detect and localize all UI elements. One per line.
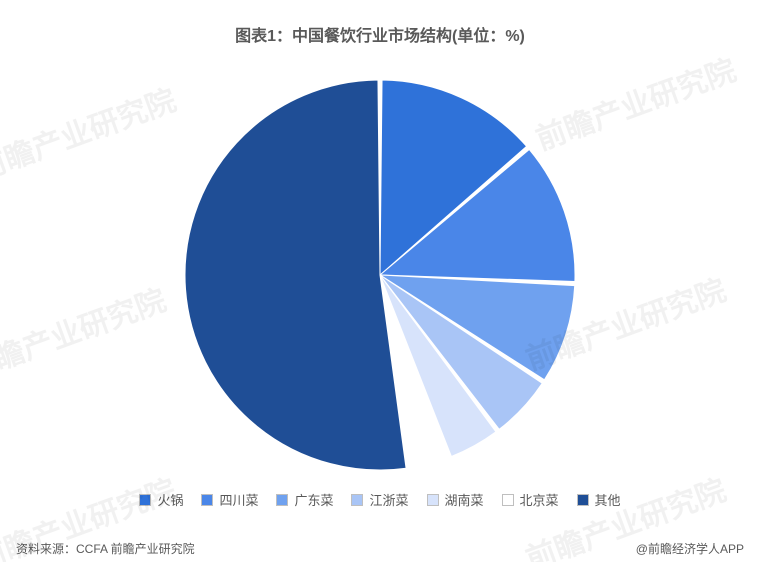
- legend-swatch-icon: [502, 494, 514, 506]
- legend-label: 四川菜: [219, 490, 258, 509]
- chart-container: 图表1：中国餐饮行业市场结构(单位：%) 火锅 四川菜 广东菜 江浙菜 湖南菜 北京菜 其他…: [0, 0, 760, 562]
- legend-swatch-icon: [351, 494, 363, 506]
- pie-chart: [180, 75, 580, 475]
- legend-swatch-icon: [276, 494, 288, 506]
- legend-swatch-icon: [139, 494, 151, 506]
- legend-label: 湖南菜: [445, 490, 484, 509]
- legend: 火锅 四川菜 广东菜 江浙菜 湖南菜 北京菜 其他: [0, 490, 760, 509]
- legend-label: 江浙菜: [369, 490, 408, 509]
- legend-item-2: 广东菜: [276, 490, 333, 509]
- legend-item-5: 北京菜: [502, 490, 559, 509]
- credit-label: @前瞻经济学人APP: [636, 540, 744, 557]
- legend-swatch-icon: [427, 494, 439, 506]
- legend-item-0: 火锅: [139, 490, 183, 509]
- source-label: 资料来源：CCFA 前瞻产业研究院: [16, 540, 195, 557]
- legend-item-1: 四川菜: [201, 490, 258, 509]
- chart-title: 图表1：中国餐饮行业市场结构(单位：%): [0, 22, 760, 46]
- legend-label: 广东菜: [294, 490, 333, 509]
- legend-label: 北京菜: [520, 490, 559, 509]
- legend-item-6: 其他: [577, 490, 621, 509]
- pie-holder: [0, 75, 760, 475]
- pie-slice-6: [185, 80, 406, 470]
- legend-swatch-icon: [577, 494, 589, 506]
- legend-label: 其他: [595, 490, 621, 509]
- legend-item-3: 江浙菜: [351, 490, 408, 509]
- legend-label: 火锅: [157, 490, 183, 509]
- legend-swatch-icon: [201, 494, 213, 506]
- legend-item-4: 湖南菜: [427, 490, 484, 509]
